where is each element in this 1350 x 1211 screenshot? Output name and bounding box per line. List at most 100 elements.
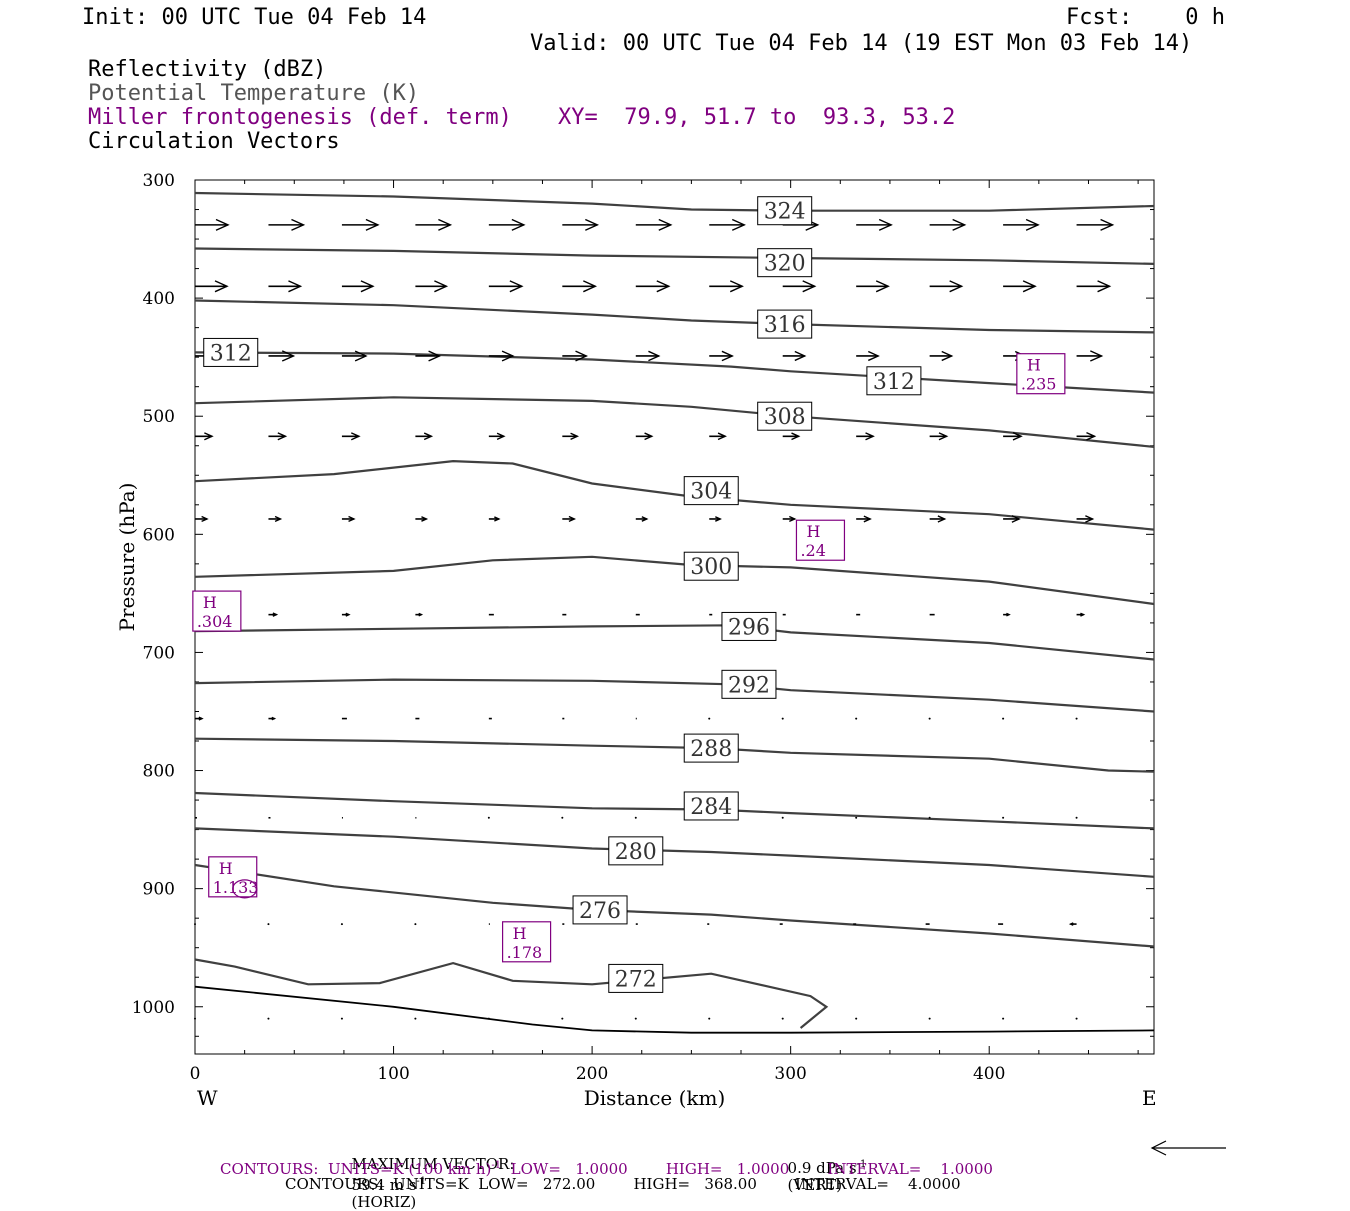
circulation-vector [1076, 515, 1095, 523]
contours-frontogenesis-info: CONTOURS: UNITS=K (100 km h)-1 LOW= 1.00… [220, 1157, 993, 1178]
circulation-vector [1076, 612, 1086, 617]
vector-head [938, 432, 949, 441]
vector-head [1080, 612, 1086, 617]
isentrope-280 [194, 827, 1155, 878]
circulation-vector [268, 432, 288, 441]
init-time: Init: 00 UTC Tue 04 Feb 14 [82, 5, 427, 30]
max-vector-vert-line: 0.9 dPa s-1 (VERT) [778, 1139, 867, 1194]
circulation-vector [928, 1017, 931, 1020]
vector-head [494, 516, 501, 522]
circulation-vector [268, 218, 306, 231]
vector-head [511, 218, 526, 231]
max-vector-vert: 0.9 dPa s [787, 1159, 857, 1177]
circulation-vector [635, 516, 649, 522]
isentrope-label: 296 [728, 615, 770, 640]
circulation-vector [855, 816, 858, 819]
circulation-vector [1076, 218, 1115, 231]
isentrope-label: 300 [690, 555, 732, 580]
circulation-vector [929, 432, 949, 441]
reference-vector-head [1150, 1140, 1167, 1156]
isentrope-308 [194, 396, 1155, 448]
frontogenesis-max-box [1016, 353, 1066, 395]
circulation-vector [562, 218, 600, 231]
vector-head [575, 350, 589, 362]
vector-head [949, 280, 964, 293]
vector-head [570, 432, 580, 440]
isentrope-label-box [683, 733, 739, 763]
vector-head [360, 280, 375, 293]
circulation-vector [929, 218, 967, 231]
isentrope-320 [194, 247, 1155, 265]
circulation-vector [562, 432, 580, 440]
circulation-vector [562, 280, 598, 293]
frontogenesis-max-box [501, 921, 552, 963]
contours-theta-info: CONTOURS: UNITS=K LOW= 272.00 HIGH= 368.… [285, 1175, 961, 1193]
circulation-vector [415, 516, 429, 522]
isentrope-label: 276 [579, 899, 621, 924]
isentrope-288 [194, 737, 1155, 773]
circulation-vector [414, 923, 417, 926]
vector-head [291, 218, 306, 231]
frontogenesis-max-symbol: H [806, 522, 820, 541]
vector-head [421, 516, 429, 522]
plot-frame [194, 179, 1155, 1055]
x-tick-label: 400 [973, 1064, 1005, 1084]
circulation-vector [635, 432, 654, 441]
frontogenesis-max-symbol: H [219, 859, 233, 878]
isentrope-label-box [721, 669, 777, 699]
vector-head [354, 350, 368, 362]
circulation-vector [488, 516, 501, 522]
circulation-vector [1002, 1017, 1005, 1020]
circulation-vector [856, 432, 875, 441]
vector-head [345, 612, 351, 617]
isentrope-label-box [866, 366, 922, 396]
vector-head [865, 432, 875, 441]
circulation-vector [928, 717, 931, 720]
circulation-vector [1076, 432, 1097, 441]
x-tick-label: 300 [774, 1064, 806, 1084]
y-tick-label: 400 [143, 289, 175, 309]
vector-head [1100, 218, 1115, 231]
frontogenesis-max-value: .24 [800, 541, 825, 560]
isentrope-304 [194, 459, 1155, 531]
vector-head [791, 432, 801, 441]
circulation-vector [415, 218, 453, 231]
vector-head [509, 280, 524, 293]
circulation-vector [268, 515, 283, 523]
vector-head [789, 515, 797, 523]
vector-head [1025, 218, 1040, 231]
y-axis-title: Pressure (hPa) [115, 483, 139, 632]
circulation-vector [1003, 515, 1021, 523]
vector-head [272, 612, 279, 617]
vector-head [274, 515, 283, 523]
y-tick-label: 1000 [132, 998, 175, 1018]
vector-head [721, 350, 734, 362]
vector-head [1090, 350, 1104, 362]
vector-head [438, 218, 453, 231]
y-tick-label: 700 [143, 643, 175, 663]
vector-head [794, 350, 807, 362]
circulation-vector [341, 350, 368, 362]
isentrope-label: 320 [764, 252, 806, 277]
vector-head [1006, 612, 1011, 617]
max-vector-label: MAXIMUM VECTOR: [351, 1155, 515, 1173]
vector-head [1086, 432, 1097, 441]
vector-head [875, 280, 890, 293]
circulation-vector [634, 1017, 637, 1020]
circulation-vector [340, 923, 343, 926]
circulation-vector [488, 218, 526, 231]
y-tick-label: 500 [143, 407, 175, 427]
y-tick-label: 900 [143, 880, 175, 900]
vector-head [501, 350, 515, 362]
circulation-vector [782, 432, 801, 441]
isentrope-312 [194, 351, 1155, 394]
frontogenesis-contour [232, 879, 258, 899]
isentrope-276 [194, 863, 1155, 948]
circulation-vector [195, 218, 230, 231]
circulation-vector [929, 280, 964, 293]
horiz-unit-exp: -1 [416, 1176, 427, 1187]
horiz-tag: (HORIZ) [351, 1193, 417, 1211]
vector-head [214, 280, 229, 293]
circulation-vector [929, 515, 947, 523]
isentrope-292 [194, 678, 1155, 713]
